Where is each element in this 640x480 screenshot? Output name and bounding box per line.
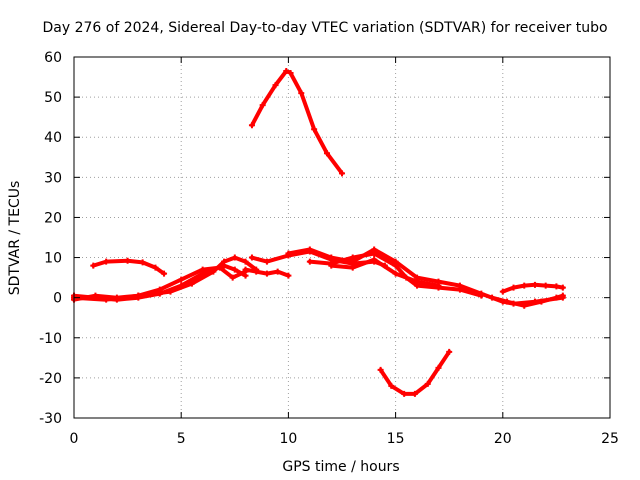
- data-point: [392, 262, 399, 269]
- data-point: [328, 254, 335, 261]
- series-arc-5: [250, 69, 344, 176]
- y-tick-label: -10: [39, 331, 62, 347]
- data-point: [306, 258, 313, 265]
- y-tick-label: 30: [44, 170, 62, 186]
- data-point: [139, 259, 146, 266]
- y-tick-label: -20: [39, 371, 62, 387]
- plot-frame: [73, 56, 611, 419]
- x-axis-label: GPS time / hours: [282, 459, 399, 475]
- x-tick-label: 15: [387, 431, 405, 447]
- data-point: [349, 264, 356, 271]
- data-point: [559, 292, 566, 299]
- x-tick-label: 25: [601, 431, 619, 447]
- data-point: [538, 298, 545, 305]
- y-tick-label: 10: [44, 251, 62, 267]
- data-point: [167, 288, 174, 295]
- data-point: [199, 266, 206, 273]
- data-point: [456, 286, 463, 293]
- data-point: [274, 268, 281, 275]
- data-point: [349, 254, 356, 261]
- data-point: [242, 258, 249, 265]
- x-tick-label: 5: [177, 431, 186, 447]
- data-point: [392, 270, 399, 277]
- y-tick-label: 0: [53, 291, 62, 307]
- data-point: [510, 284, 517, 291]
- data-point: [435, 364, 442, 371]
- y-tick-label: 20: [44, 210, 62, 226]
- data-point: [259, 102, 266, 109]
- data-point: [188, 280, 195, 287]
- data-point: [306, 246, 313, 253]
- data-point: [553, 294, 560, 301]
- data-point: [103, 296, 110, 303]
- series-layer: [71, 68, 566, 397]
- data-point: [242, 266, 249, 273]
- data-point: [248, 122, 255, 129]
- data-point: [248, 254, 255, 261]
- y-tick-label: 60: [44, 50, 62, 66]
- data-point: [231, 266, 238, 273]
- data-point: [311, 126, 318, 133]
- chart-title: Day 276 of 2024, Sidereal Day-to-day VTE…: [42, 20, 607, 36]
- data-point: [210, 268, 217, 275]
- series-arc-9: [307, 251, 484, 298]
- data-point: [124, 257, 131, 264]
- data-point: [152, 264, 159, 271]
- x-tick-label: 20: [494, 431, 512, 447]
- data-point: [411, 390, 418, 397]
- data-point: [221, 258, 228, 265]
- data-point: [499, 288, 506, 295]
- data-point: [371, 256, 378, 263]
- y-tick-label: 50: [44, 90, 62, 106]
- data-point: [504, 298, 511, 305]
- data-point: [553, 283, 560, 290]
- series-arc-3: [72, 255, 259, 302]
- data-point: [323, 150, 330, 157]
- data-point: [424, 380, 431, 387]
- data-point: [253, 268, 260, 275]
- data-point: [229, 274, 236, 281]
- data-point: [263, 258, 270, 265]
- data-point: [328, 262, 335, 269]
- x-tick-label: 10: [279, 431, 297, 447]
- data-point: [559, 284, 566, 291]
- data-point: [401, 390, 408, 397]
- data-point: [272, 82, 279, 89]
- data-point: [521, 282, 528, 289]
- x-tick-label: 0: [70, 431, 79, 447]
- data-point: [435, 282, 442, 289]
- data-point: [489, 294, 496, 301]
- data-point: [377, 366, 384, 373]
- data-point: [446, 348, 453, 355]
- y-tick-label: -30: [39, 411, 62, 427]
- data-point: [135, 292, 142, 299]
- data-point: [339, 170, 345, 177]
- grid: [74, 57, 610, 418]
- data-point: [531, 281, 538, 288]
- data-point: [231, 254, 238, 261]
- ticks: 0 5 10 15 20 25 -30 -20 -10 0 10 20 30 40 50 60: [39, 50, 619, 447]
- data-point: [521, 302, 528, 309]
- series-arc-10: [329, 257, 441, 288]
- data-point: [478, 292, 485, 299]
- data-point: [178, 276, 185, 283]
- y-axis-label: SDTVAR / TECUs: [7, 181, 23, 296]
- y-tick-label: 40: [44, 130, 62, 146]
- data-point: [161, 270, 168, 277]
- data-point: [283, 68, 290, 75]
- data-point: [298, 90, 305, 97]
- data-point: [285, 250, 292, 257]
- data-point: [103, 258, 110, 265]
- data-point: [287, 70, 294, 77]
- data-point: [263, 270, 270, 277]
- data-point: [285, 272, 292, 279]
- data-point: [371, 250, 378, 257]
- data-point: [414, 278, 421, 285]
- data-point: [542, 282, 549, 289]
- data-point: [388, 382, 395, 389]
- data-point: [90, 262, 97, 269]
